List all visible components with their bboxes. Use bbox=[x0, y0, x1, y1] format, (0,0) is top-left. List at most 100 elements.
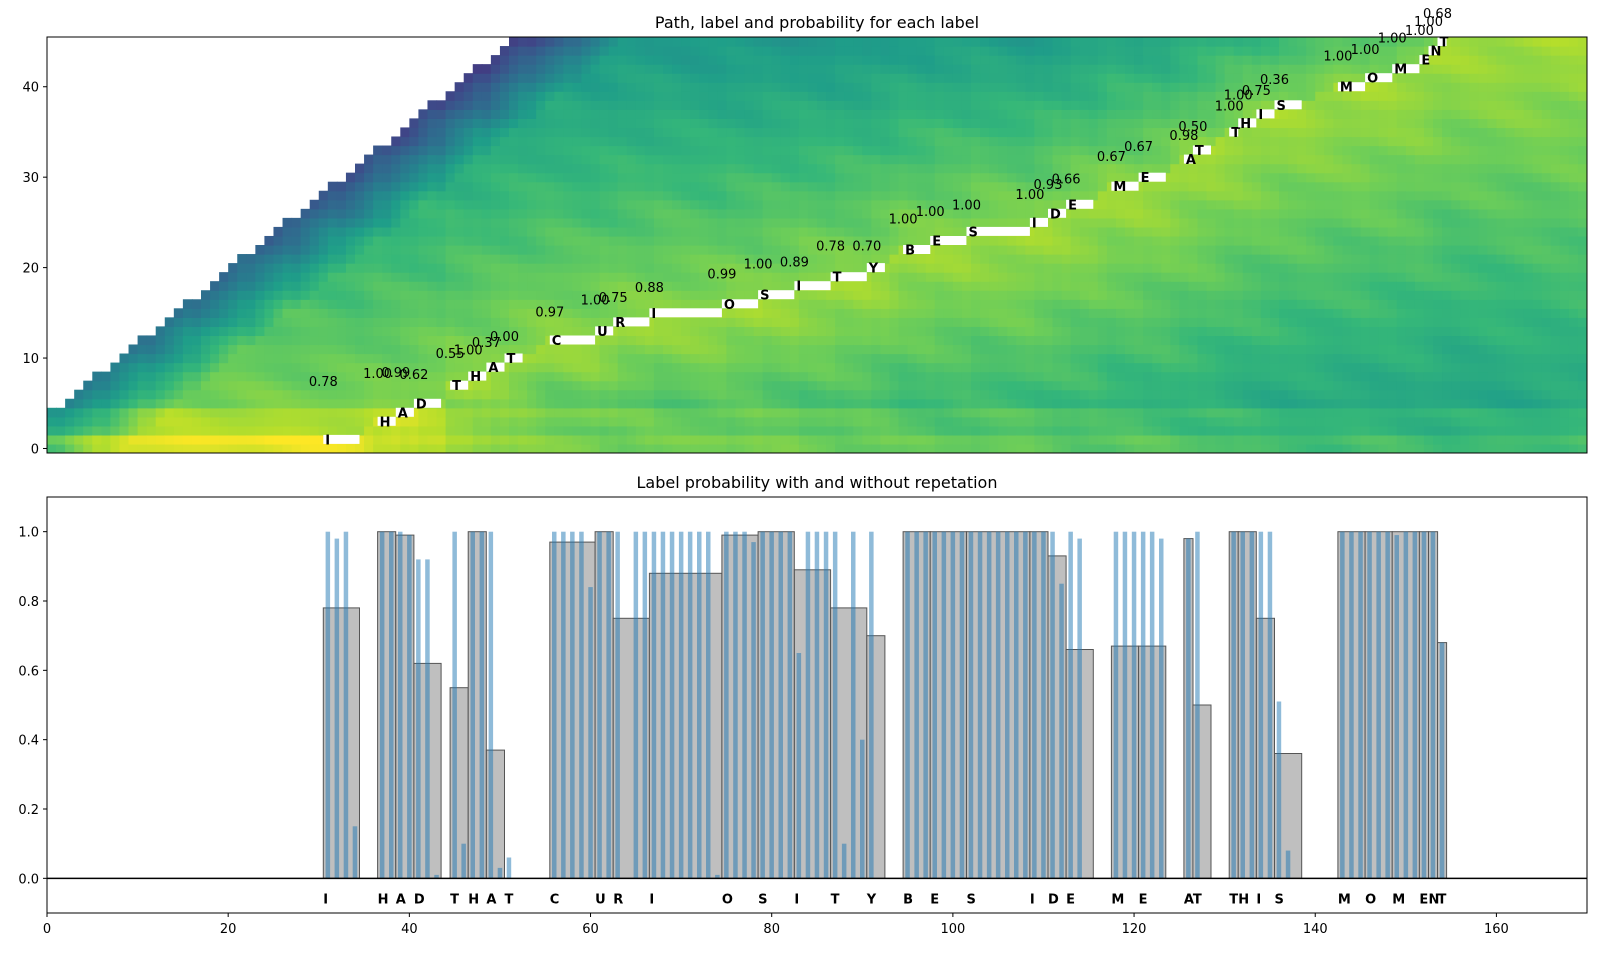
path-letter: D bbox=[1050, 207, 1061, 222]
x-tick-label: 160 bbox=[1484, 922, 1509, 937]
frame-bar bbox=[1413, 532, 1418, 879]
frame-bar bbox=[1241, 532, 1246, 879]
path-letter: A bbox=[398, 406, 408, 421]
frame-bar bbox=[751, 542, 756, 878]
frame-bar bbox=[779, 532, 784, 879]
segment-letter: I bbox=[1030, 892, 1035, 907]
segment-letter: S bbox=[967, 892, 976, 907]
path-letter: S bbox=[760, 289, 769, 304]
path-letter: A bbox=[488, 361, 498, 376]
segment-letter: H bbox=[468, 892, 479, 907]
segment-letter: T bbox=[1438, 892, 1447, 907]
frame-bar bbox=[933, 532, 938, 879]
y-tick-label: 10 bbox=[22, 352, 39, 367]
frame-bar bbox=[1050, 532, 1055, 879]
score-label: 0.70 bbox=[852, 239, 881, 254]
path-letter: E bbox=[1141, 171, 1150, 186]
path-letter: M bbox=[1340, 81, 1353, 96]
segment-letter: H bbox=[378, 892, 389, 907]
y-tick-label: 0.4 bbox=[18, 734, 39, 749]
segment-letter: I bbox=[794, 892, 799, 907]
frame-bar bbox=[1123, 532, 1128, 879]
segment-letter: I bbox=[649, 892, 654, 907]
score-label: 0.62 bbox=[399, 368, 428, 383]
path-letter: T bbox=[1440, 36, 1449, 51]
frame-bar bbox=[688, 532, 693, 879]
frame-bar bbox=[606, 532, 611, 879]
frame-bar bbox=[389, 532, 394, 879]
frame-bar bbox=[416, 559, 421, 878]
score-label: 0.36 bbox=[1260, 73, 1289, 88]
frame-bar bbox=[1159, 539, 1164, 879]
frame-bar bbox=[344, 532, 349, 879]
path-letter: I bbox=[796, 280, 801, 295]
frame-bar bbox=[842, 844, 847, 879]
frame-bar bbox=[615, 532, 620, 879]
frame-bar bbox=[769, 532, 774, 879]
score-label: 1.00 bbox=[1378, 31, 1407, 46]
frame-bar bbox=[489, 532, 494, 879]
frame-bar bbox=[588, 587, 593, 878]
score-label: 0.66 bbox=[1052, 173, 1081, 188]
frame-bar bbox=[833, 532, 838, 879]
frame-bar bbox=[923, 532, 928, 879]
frame-bar bbox=[353, 826, 358, 878]
x-tick-label: 60 bbox=[582, 922, 599, 937]
frame-bar bbox=[869, 532, 874, 879]
path-letter: U bbox=[597, 325, 608, 340]
frame-bar bbox=[978, 532, 983, 879]
path-letter: H bbox=[1240, 117, 1251, 132]
frame-bar bbox=[1259, 532, 1264, 879]
frame-bar bbox=[905, 532, 910, 879]
frame-bar bbox=[661, 532, 666, 879]
frame-bar bbox=[1150, 532, 1155, 879]
segment-letter: I bbox=[323, 892, 328, 907]
frame-bar bbox=[679, 532, 684, 879]
segment-letter: T bbox=[831, 892, 840, 907]
score-label: 0.78 bbox=[309, 375, 338, 390]
frame-bar bbox=[1132, 532, 1137, 879]
score-label: 0.67 bbox=[1124, 140, 1153, 155]
score-label: 1.00 bbox=[1351, 43, 1380, 58]
frame-bar bbox=[996, 532, 1001, 879]
frame-bar bbox=[380, 532, 385, 879]
score-label: 1.00 bbox=[916, 205, 945, 220]
frame-bar bbox=[1277, 702, 1282, 879]
frame-bar bbox=[1385, 532, 1390, 879]
path-letter: E bbox=[1068, 198, 1077, 213]
frame-bar bbox=[1068, 532, 1073, 879]
frame-bar bbox=[797, 653, 802, 878]
score-label: 1.00 bbox=[1323, 50, 1352, 65]
score-label: 1.00 bbox=[744, 258, 773, 273]
frame-bar bbox=[914, 532, 919, 879]
y-tick-label: 0.2 bbox=[18, 803, 39, 818]
score-label: 0.88 bbox=[635, 281, 664, 296]
frame-bar bbox=[552, 532, 557, 879]
frame-bar bbox=[1032, 532, 1037, 879]
x-tick-label: 40 bbox=[401, 922, 418, 937]
frame-bar bbox=[471, 532, 476, 879]
segment-letter: T bbox=[505, 892, 514, 907]
frame-bar bbox=[1431, 532, 1436, 879]
frame-bar bbox=[1023, 532, 1028, 879]
frame-bar bbox=[1404, 532, 1409, 879]
segment-letter: U bbox=[595, 892, 606, 907]
segment-letter: B bbox=[903, 892, 913, 907]
frame-bar bbox=[1358, 532, 1363, 879]
y-tick-label: 0 bbox=[31, 442, 39, 457]
score-label: 0.50 bbox=[1178, 120, 1207, 135]
frame-bar bbox=[815, 532, 820, 879]
frame-bar bbox=[561, 532, 566, 879]
x-tick-label: 120 bbox=[1122, 922, 1147, 937]
y-tick-label: 40 bbox=[22, 81, 39, 96]
frame-bar bbox=[579, 532, 584, 879]
frame-bar bbox=[851, 532, 856, 879]
y-tick-label: 0.6 bbox=[18, 664, 39, 679]
frame-bar bbox=[788, 532, 793, 879]
segment-letter: O bbox=[1365, 892, 1376, 907]
path-letter: T bbox=[452, 379, 461, 394]
score-label: 1.00 bbox=[889, 212, 918, 227]
frame-bar bbox=[733, 532, 738, 879]
frame-bar bbox=[987, 532, 992, 879]
path-letter: I bbox=[651, 307, 656, 322]
